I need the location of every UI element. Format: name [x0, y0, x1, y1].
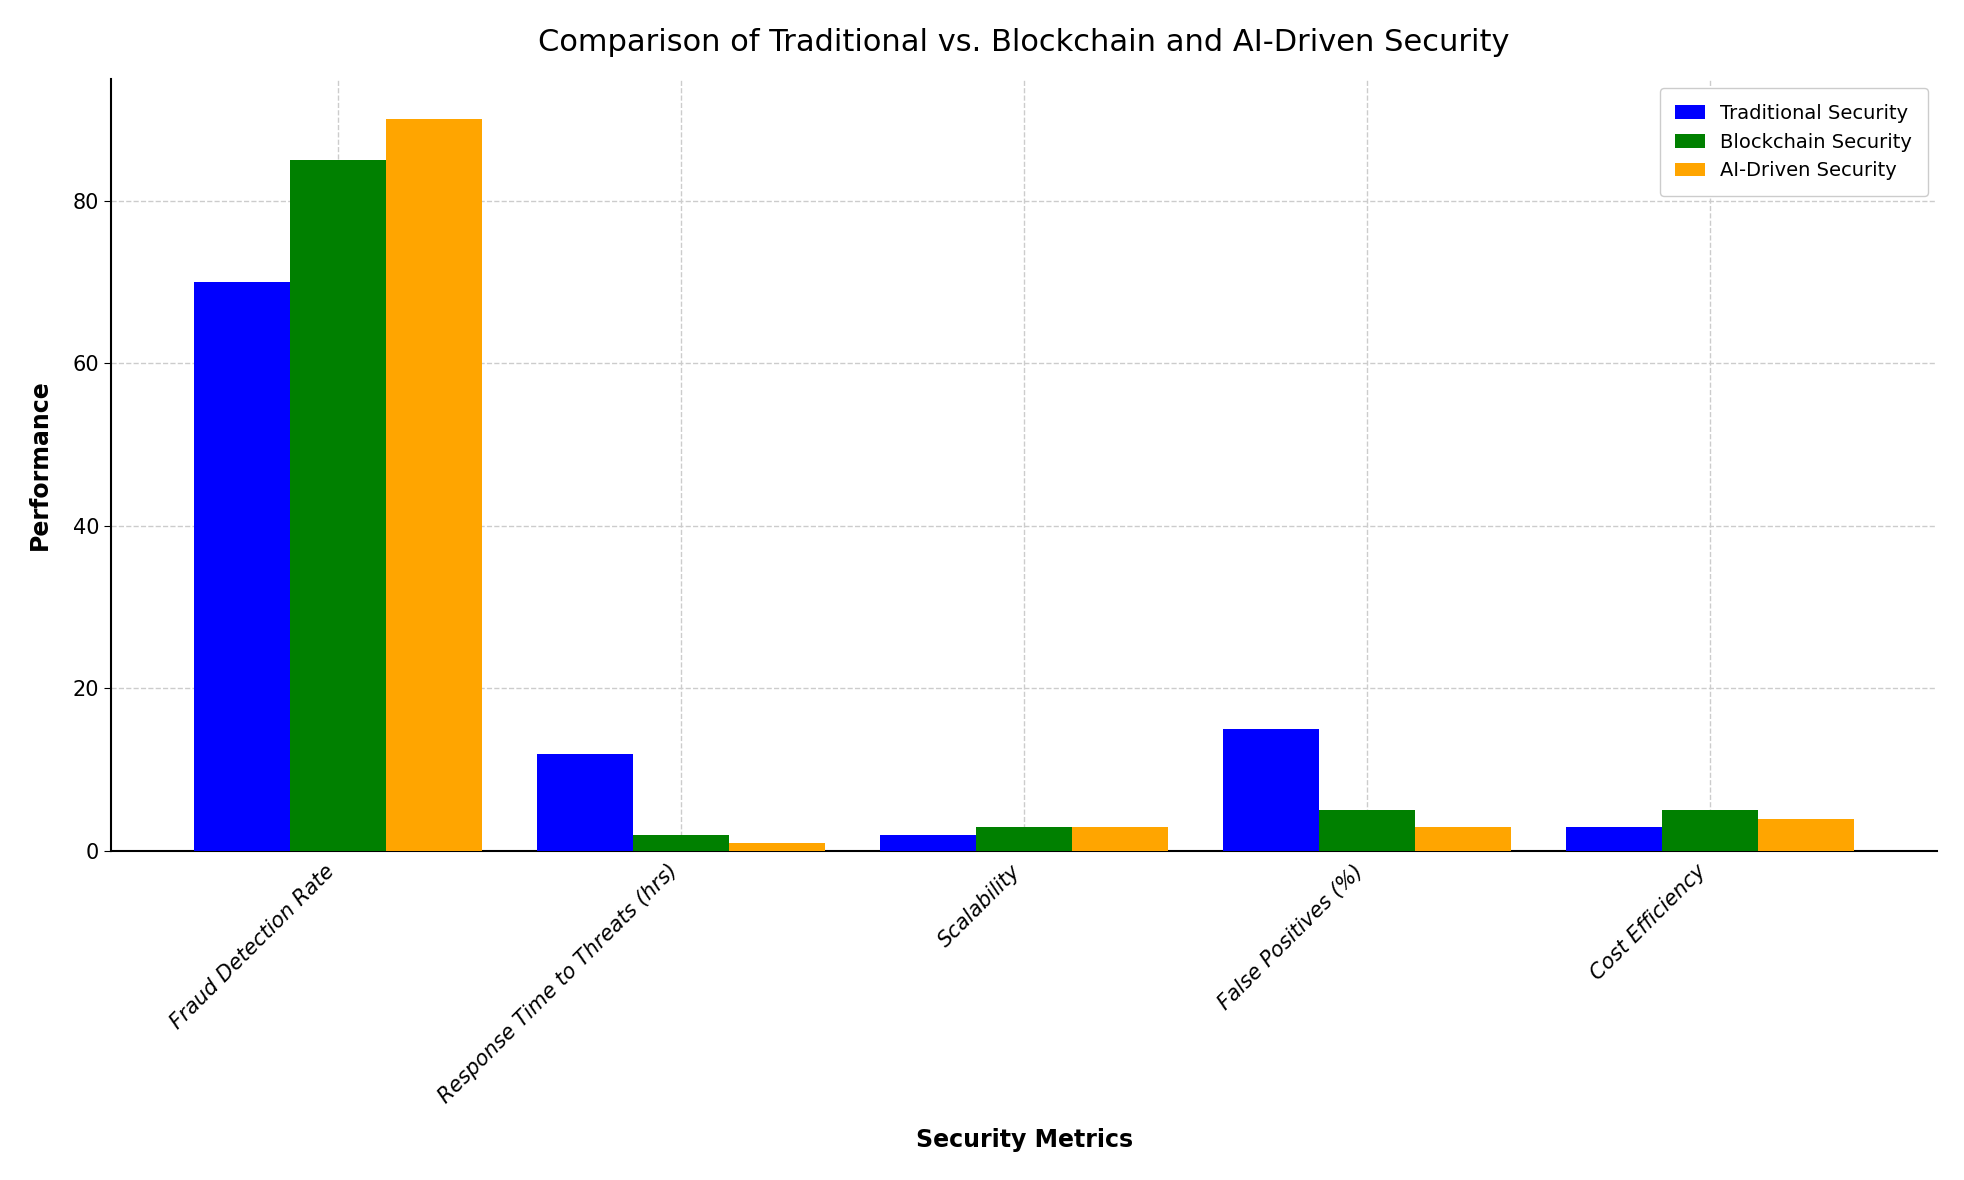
- Bar: [1565, 827, 1662, 851]
- Bar: [1662, 811, 1758, 851]
- Bar: [632, 835, 729, 851]
- Y-axis label: Performance: Performance: [27, 380, 51, 550]
- Bar: [1318, 811, 1414, 851]
- Bar: [1414, 827, 1510, 851]
- Bar: [729, 843, 825, 851]
- Bar: [536, 754, 632, 851]
- Bar: [291, 159, 387, 851]
- Bar: [1072, 827, 1169, 851]
- Legend: Traditional Security, Blockchain Security, AI-Driven Security: Traditional Security, Blockchain Securit…: [1660, 88, 1927, 196]
- Bar: [1758, 819, 1854, 851]
- Bar: [880, 835, 976, 851]
- X-axis label: Security Metrics: Security Metrics: [915, 1128, 1131, 1152]
- Title: Comparison of Traditional vs. Blockchain and AI-Driven Security: Comparison of Traditional vs. Blockchain…: [538, 28, 1508, 57]
- Bar: [1222, 729, 1318, 851]
- Bar: [387, 119, 481, 851]
- Bar: [976, 827, 1072, 851]
- Bar: [194, 282, 291, 851]
